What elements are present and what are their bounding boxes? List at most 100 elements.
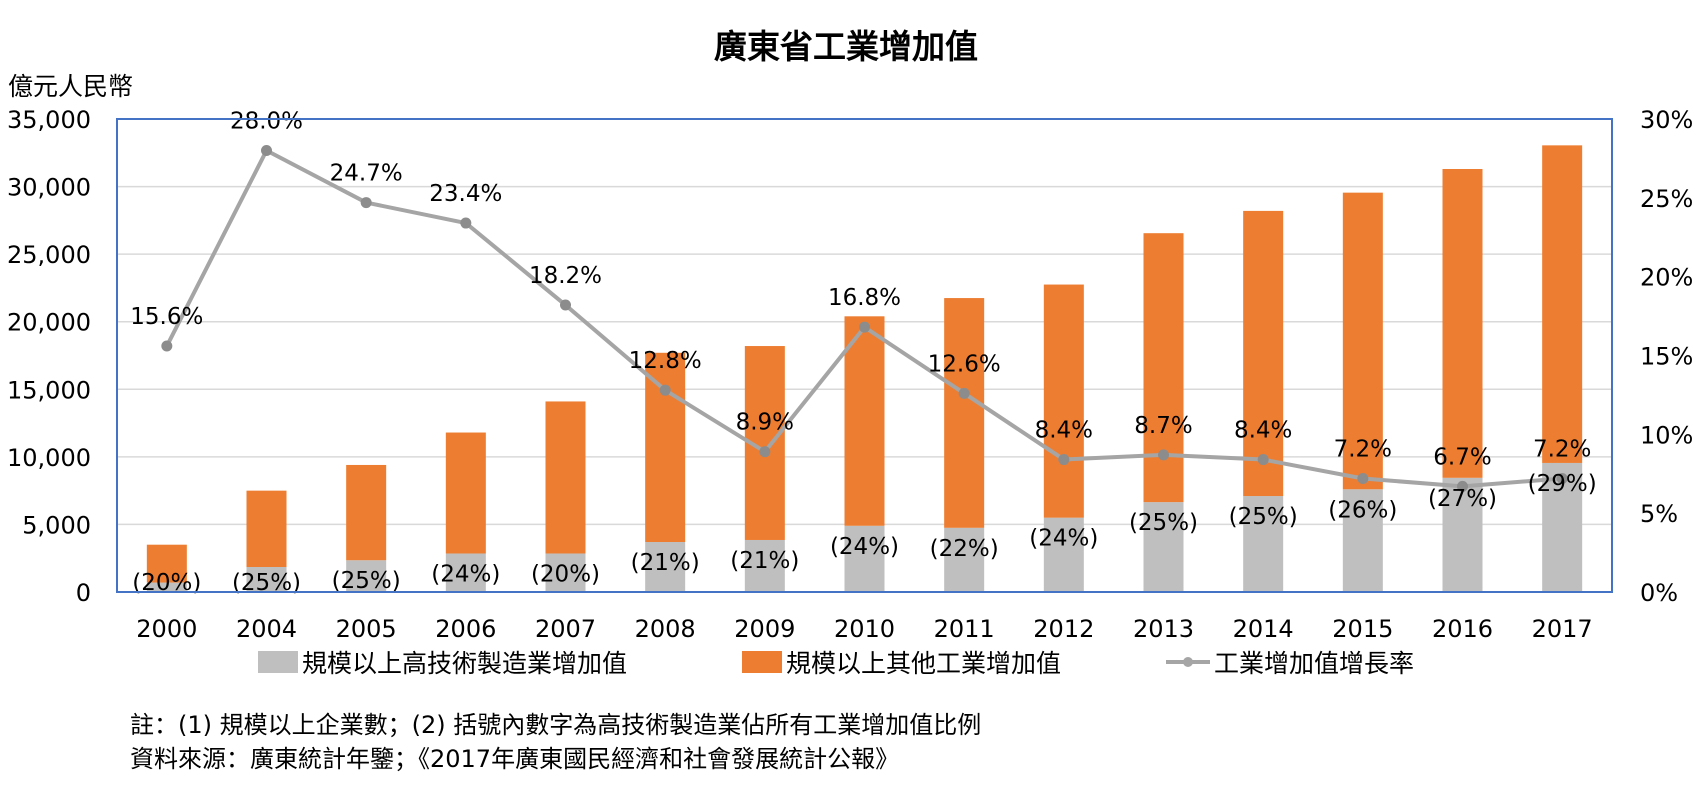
x-tick-label: 2016: [1432, 615, 1493, 643]
bar-hightech: [1542, 462, 1583, 592]
growth-marker: [261, 145, 272, 157]
share-label: (25%): [332, 568, 401, 594]
bar-other: [146, 544, 187, 583]
y-axis-label: 億元人民幣: [8, 72, 133, 101]
bar-hightech: [944, 527, 985, 592]
growth-label: 16.8%: [828, 285, 901, 311]
y2-tick-label: 5%: [1640, 500, 1678, 528]
x-tick-label: 2017: [1532, 615, 1593, 643]
x-tick-label: 2008: [635, 615, 696, 643]
growth-label: 23.4%: [429, 181, 502, 207]
share-label: (22%): [930, 536, 999, 562]
growth-marker: [759, 446, 771, 458]
data-labels: 15.6% 28.0% 24.7% 23.4% 18.2% 12.8% 8.9% 16.8% 1…: [130, 109, 1596, 596]
y-tick-label: 15,000: [7, 376, 91, 404]
bar-other: [346, 464, 387, 561]
bar-hightech: [545, 553, 586, 592]
legend-label-other: 規模以上其他工業增加值: [786, 649, 1061, 678]
left-axis-ticks: 0 5,000 10,000 15,000 20,000 25,000 30,000 35,0…: [7, 106, 91, 607]
share-label: (24%): [830, 534, 899, 560]
bar-hightech: [1243, 496, 1284, 592]
y2-tick-label: 0%: [1640, 579, 1678, 607]
x-tick-label: 2013: [1133, 615, 1194, 643]
x-tick-label: 2007: [535, 615, 596, 643]
y-tick-label: 20,000: [7, 309, 91, 337]
bar-hightech: [1442, 477, 1483, 592]
bar-hightech: [346, 560, 387, 592]
legend: 規模以上高技術製造業增加值 規模以上其他工業增加值 工業增加值增長率: [258, 649, 1414, 678]
growth-marker: [1058, 454, 1070, 466]
bar-other: [445, 432, 486, 554]
source-note: 資料來源：廣東統計年鑒；《2017年廣東國民經濟和社會發展統計公報》: [130, 745, 900, 773]
y2-tick-label: 10%: [1640, 421, 1692, 449]
growth-marker: [360, 197, 372, 209]
chart-title: 廣東省工業增加值: [714, 27, 978, 66]
bar-other: [1043, 284, 1084, 518]
growth-marker: [1357, 472, 1369, 484]
growth-label: 7.2%: [1334, 436, 1392, 462]
y-tick-label: 10,000: [7, 444, 91, 472]
growth-marker: [1158, 449, 1169, 461]
bar-hightech: [844, 525, 885, 592]
plot-frame: [116, 118, 1613, 593]
x-tick-label: 2011: [934, 615, 995, 643]
bar-hightech: [1043, 517, 1084, 592]
growth-marker: [859, 321, 870, 333]
y-tick-label: 5,000: [22, 511, 91, 539]
growth-marker: [1556, 472, 1568, 484]
bar-hightech: [1143, 502, 1184, 592]
chart: 廣東省工業增加值 億元人民幣 0 5,000 10,000 15,000 20,000 2…: [7, 27, 1692, 678]
bar-other: [1342, 192, 1383, 490]
growth-label: 15.6%: [130, 304, 203, 330]
y2-tick-label: 25%: [1640, 185, 1692, 213]
bar-hightech: [246, 566, 287, 592]
growth-label: 28.0%: [230, 109, 303, 135]
growth-label: 8.4%: [1035, 418, 1093, 444]
x-tick-label: 2004: [236, 615, 297, 643]
growth-label: 24.7%: [330, 161, 403, 187]
bar-other: [1542, 145, 1583, 463]
bar-other: [645, 352, 686, 542]
bar-other: [246, 490, 287, 567]
growth-label: 18.2%: [529, 263, 602, 289]
bar-other: [545, 401, 586, 554]
bar-hightech: [1342, 489, 1383, 592]
y2-tick-label: 15%: [1640, 343, 1692, 371]
growth-marker: [161, 340, 173, 352]
y2-tick-label: 30%: [1640, 106, 1692, 134]
y-tick-label: 25,000: [7, 241, 91, 269]
y-tick-label: 35,000: [7, 106, 91, 134]
share-label: (29%): [1528, 471, 1597, 497]
bar-other: [844, 316, 885, 526]
category-axis-ticks: 2000 2004 2005 2006 2007 2008 2009 2010 2011 2012…: [136, 615, 1592, 643]
bars: [146, 145, 1583, 592]
bar-hightech: [645, 541, 686, 592]
y-tick-label: 30,000: [7, 174, 91, 202]
legend-swatch-other: [742, 651, 782, 673]
bar-hightech: [445, 553, 486, 592]
x-tick-label: 2014: [1233, 615, 1294, 643]
growth-marker: [1457, 480, 1468, 492]
notes: 註：(1) 規模以上企業數；(2) 括號內數字為高技術製造業佔所有工業增加值比例…: [130, 708, 981, 776]
bar-hightech: [744, 539, 785, 592]
legend-label-hightech: 規模以上高技術製造業增加值: [302, 649, 627, 678]
share-label: (21%): [631, 550, 700, 576]
share-label: (25%): [1229, 504, 1298, 530]
x-tick-label: 2006: [435, 615, 496, 643]
right-axis-ticks: 0% 5% 10% 15% 20% 25% 30%: [1640, 106, 1692, 607]
share-label: (24%): [1029, 526, 1098, 552]
x-tick-label: 2012: [1033, 615, 1094, 643]
share-label: (27%): [1428, 486, 1497, 512]
x-tick-label: 2009: [734, 615, 795, 643]
growth-label: 8.7%: [1134, 413, 1192, 439]
growth-label: 7.2%: [1533, 436, 1591, 462]
share-label: (21%): [730, 548, 799, 574]
bar-other: [1243, 210, 1284, 497]
growth-line: [161, 145, 1568, 492]
legend-swatch-hightech: [258, 651, 298, 673]
share-label: (20%): [531, 561, 600, 587]
legend-label-growth: 工業增加值增長率: [1214, 649, 1414, 678]
x-tick-label: 2010: [834, 615, 895, 643]
growth-marker: [460, 217, 472, 229]
x-tick-label: 2005: [336, 615, 397, 643]
